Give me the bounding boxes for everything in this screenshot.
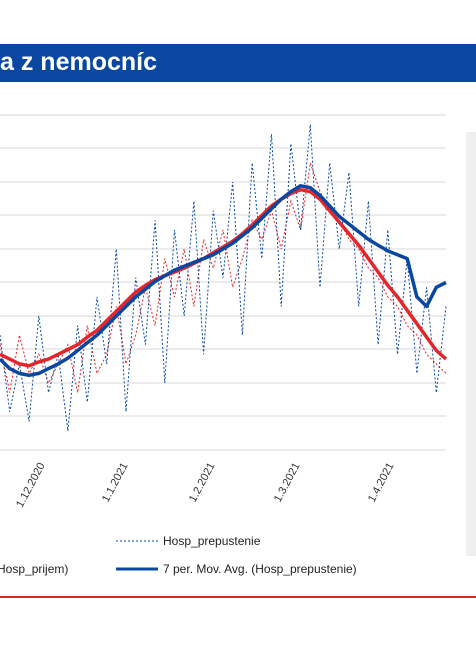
legend-label: 7 per. Mov. Avg. (Hosp_prepustenie) (163, 562, 357, 576)
grid (0, 114, 446, 451)
series-layer (0, 124, 448, 431)
side-panel (466, 132, 476, 556)
legend-label: Hosp_prijem) (0, 562, 68, 576)
x-tick-labels: 1.12.2020 1.1.2021 1.2.2021 1.3.2021 1.4.202… (14, 461, 397, 510)
chart-title: a z nemocníc (0, 48, 157, 76)
title-bar: a z nemocníc (0, 44, 476, 82)
series-line-3 (0, 184, 447, 378)
legend: Hosp_prepustenie Hosp_prijem) 7 per. Mov. … (0, 534, 357, 576)
bottom-rule (0, 596, 476, 598)
series-line-0 (0, 162, 447, 393)
x-tick-label: 1.12.2020 (14, 461, 48, 510)
legend-label: Hosp_prepustenie (163, 534, 261, 548)
x-tick-label: 1.1.2021 (100, 461, 131, 504)
x-tick-label: 1.2.2021 (187, 461, 218, 504)
x-tick-label: 1.3.2021 (272, 461, 303, 504)
x-tick-label: 1.4.2021 (366, 461, 397, 504)
series-line-1 (0, 124, 447, 431)
